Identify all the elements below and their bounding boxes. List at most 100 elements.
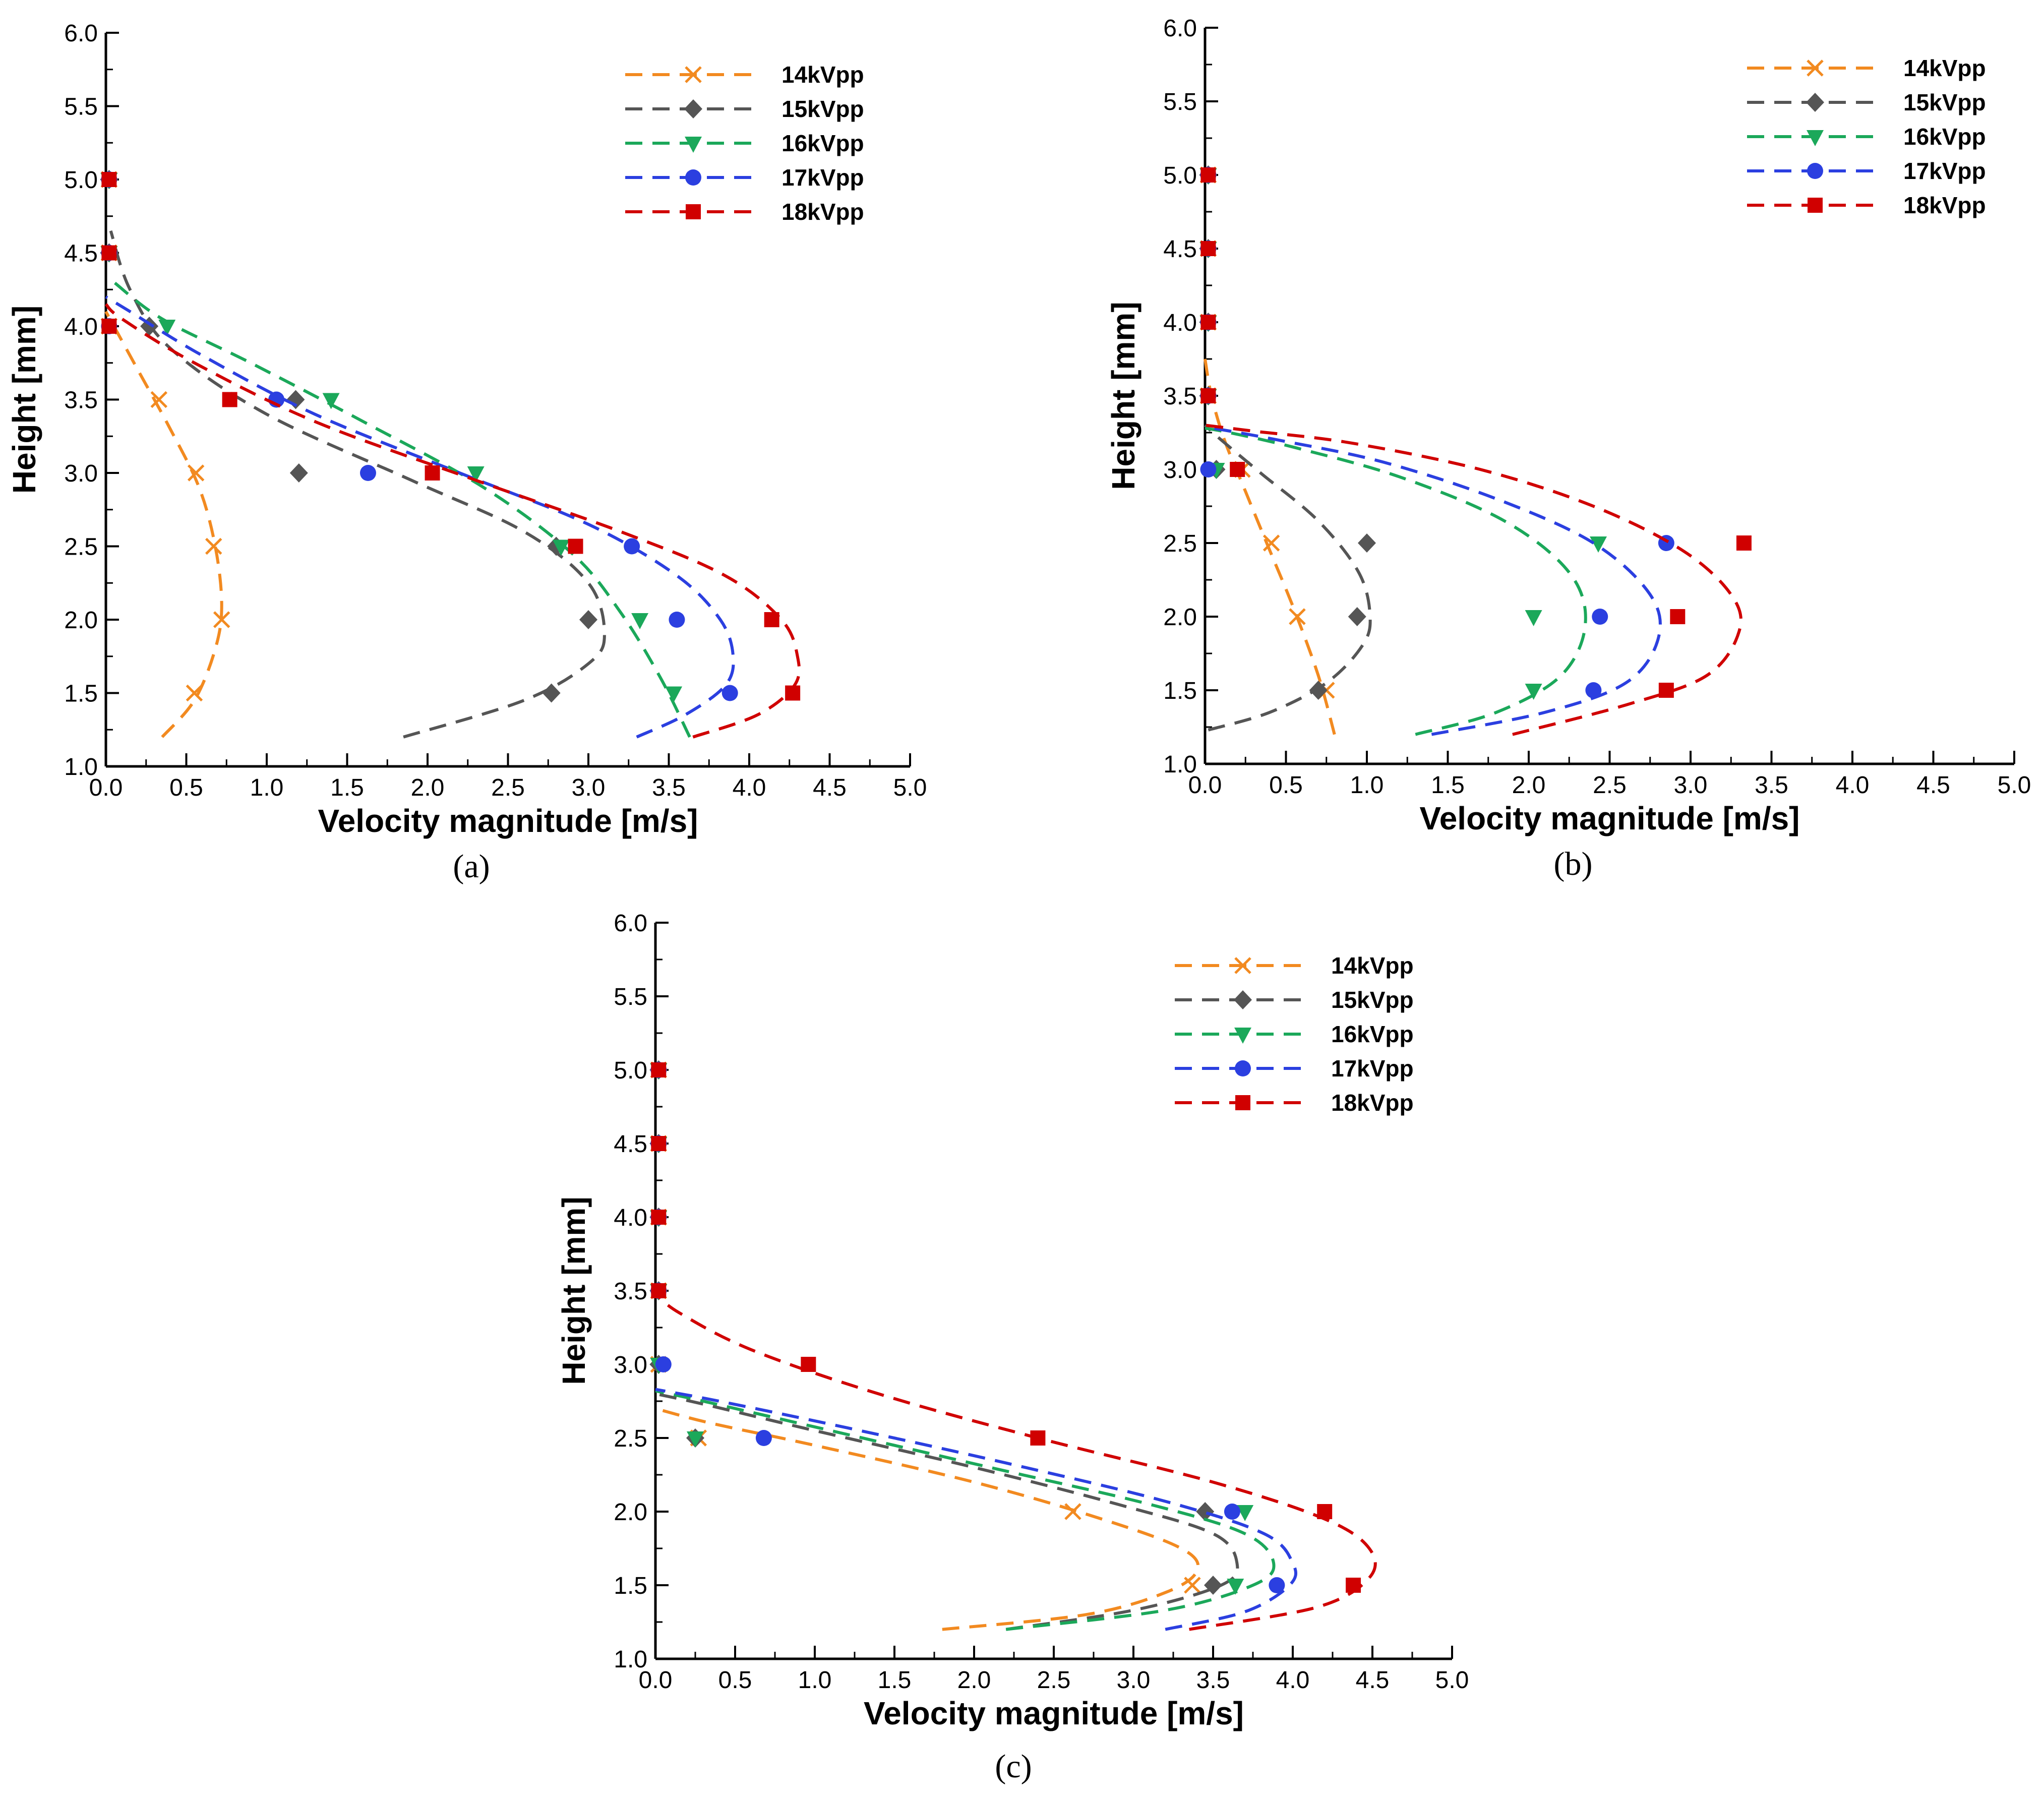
x-axis-title: Velocity magnitude [m/s]	[1420, 800, 1800, 836]
data-point-18kVpp	[1200, 241, 1216, 256]
x-tick-label: 3.5	[652, 774, 686, 801]
data-point-17kVpp	[1200, 461, 1217, 477]
x-tick-label: 1.0	[1350, 772, 1384, 799]
fit-curve-14kVpp	[655, 1407, 1200, 1631]
series-14kVpp	[650, 1061, 1201, 1631]
data-point-14kVpp	[1263, 534, 1280, 552]
data-point-14kVpp	[1184, 1577, 1201, 1594]
series-17kVpp	[101, 171, 738, 739]
x-tick-label: 4.0	[1276, 1667, 1310, 1694]
panel-b: 0.0 0.5 1.0 1.5 2.0 2.5 3.0 3.5 4.0 4.5 5.0 1.0 1.5 2…	[1105, 15, 2031, 882]
data-point-17kVpp	[669, 612, 685, 628]
legend-item-16kVpp: 16kVpp	[1175, 1021, 1414, 1047]
panel-caption: (a)	[453, 848, 490, 885]
data-point-15kVpp	[542, 683, 561, 703]
y-tick-label: 1.0	[1163, 751, 1197, 778]
legend-marker	[685, 137, 702, 153]
data-point-18kVpp	[651, 1136, 667, 1151]
y-axis-title: Height [mm]	[6, 306, 42, 494]
legend-marker	[1234, 957, 1251, 974]
data-point-18kVpp	[764, 612, 779, 627]
y-tick-label: 2.0	[64, 607, 98, 634]
data-point-18kVpp	[1200, 167, 1216, 183]
data-point-14kVpp	[150, 391, 168, 408]
data-point-18kVpp	[1030, 1430, 1046, 1446]
panel-a: 0.0 0.5 1.0 1.5 2.0 2.5 3.0 3.5 4.0 4.5 5.0 1.0 1.5 2…	[6, 20, 927, 885]
legend-item-14kVpp: 14kVpp	[1175, 952, 1414, 979]
data-point-15kVpp	[1348, 607, 1366, 626]
y-tick-label: 4.5	[614, 1131, 647, 1158]
legend-label: 14kVpp	[1903, 55, 1986, 81]
y-tick-label: 1.5	[64, 681, 98, 707]
fit-curve-17kVpp	[1213, 427, 1662, 736]
x-tick-label: 4.0	[1836, 772, 1870, 799]
x-tick-label: 3.0	[1674, 772, 1708, 799]
data-point-16kVpp	[322, 393, 340, 409]
data-point-18kVpp	[425, 465, 440, 481]
legend-label: 18kVpp	[781, 199, 864, 225]
series-14kVpp	[100, 171, 230, 738]
legend: 14kVpp 15kVpp 16kVpp 17kVpp 18kVpp	[625, 62, 864, 225]
data-point-17kVpp	[755, 1430, 772, 1446]
series-18kVpp	[651, 1062, 1377, 1631]
series-18kVpp	[1200, 167, 1752, 736]
y-tick-label: 5.0	[614, 1057, 647, 1084]
y-tick-label: 5.5	[1163, 89, 1197, 115]
fit-curve-16kVpp	[655, 1389, 1276, 1631]
fit-curve-17kVpp	[105, 295, 735, 739]
y-tick-label: 3.5	[614, 1278, 647, 1305]
legend-marker	[1807, 130, 1824, 146]
fit-curve-14kVpp	[104, 311, 223, 738]
y-tick-label: 3.0	[614, 1352, 647, 1378]
x-tick-label: 4.5	[1356, 1667, 1390, 1694]
legend-label: 17kVpp	[1331, 1055, 1414, 1082]
x-tick-label: 5.0	[1998, 772, 2031, 799]
legend-label: 16kVpp	[1331, 1021, 1414, 1047]
legend-marker	[1806, 93, 1824, 112]
legend-label: 17kVpp	[1903, 158, 1986, 184]
x-tick-label: 3.5	[1196, 1667, 1230, 1694]
data-point-18kVpp	[1230, 462, 1245, 477]
x-tick-label: 1.5	[330, 774, 364, 801]
fit-curve-16kVpp	[113, 281, 691, 738]
data-point-14kVpp	[187, 464, 205, 482]
series-15kVpp	[649, 1060, 1239, 1631]
data-point-17kVpp	[359, 465, 376, 481]
data-point-18kVpp	[785, 685, 801, 701]
data-point-18kVpp	[1317, 1504, 1333, 1519]
legend-label: 15kVpp	[781, 96, 864, 122]
data-point-16kVpp	[1525, 684, 1542, 700]
y-tick-label: 2.0	[614, 1499, 647, 1526]
legend-label: 15kVpp	[1903, 89, 1986, 115]
legend-marker	[1807, 163, 1823, 179]
fit-curve-18kVpp	[1205, 424, 1742, 736]
legend-item-18kVpp: 18kVpp	[1747, 192, 1986, 218]
data-point-18kVpp	[101, 172, 117, 187]
legend-item-18kVpp: 18kVpp	[625, 199, 864, 225]
legend-label: 14kVpp	[781, 62, 864, 88]
data-point-18kVpp	[222, 392, 237, 407]
y-tick-label: 6.0	[1163, 15, 1197, 42]
legend-label: 18kVpp	[1903, 192, 1986, 218]
y-tick-label: 6.0	[64, 20, 98, 47]
legend-item-17kVpp: 17kVpp	[1175, 1055, 1414, 1082]
panel-caption: (b)	[1554, 846, 1593, 882]
legend: 14kVpp 15kVpp 16kVpp 17kVpp 18kVpp	[1175, 952, 1414, 1116]
legend: 14kVpp 15kVpp 16kVpp 17kVpp 18kVpp	[1747, 55, 1986, 218]
y-tick-label: 2.5	[614, 1425, 647, 1452]
y-axis-title: Height [mm]	[556, 1196, 592, 1385]
data-point-18kVpp	[568, 538, 583, 554]
data-point-18kVpp	[801, 1357, 816, 1372]
legend-item-14kVpp: 14kVpp	[1747, 55, 1986, 81]
y-tick-label: 1.0	[64, 754, 98, 781]
data-point-18kVpp	[1200, 315, 1216, 330]
x-tick-label: 4.0	[733, 774, 766, 801]
x-axis-title: Velocity magnitude [m/s]	[864, 1695, 1244, 1731]
data-point-14kVpp	[186, 684, 203, 702]
x-tick-label: 5.0	[1435, 1667, 1469, 1694]
legend-label: 18kVpp	[1331, 1090, 1414, 1116]
data-point-18kVpp	[1670, 609, 1686, 624]
y-tick-label: 4.5	[1163, 236, 1197, 263]
data-point-17kVpp	[1224, 1504, 1240, 1520]
legend-marker	[1234, 990, 1252, 1009]
